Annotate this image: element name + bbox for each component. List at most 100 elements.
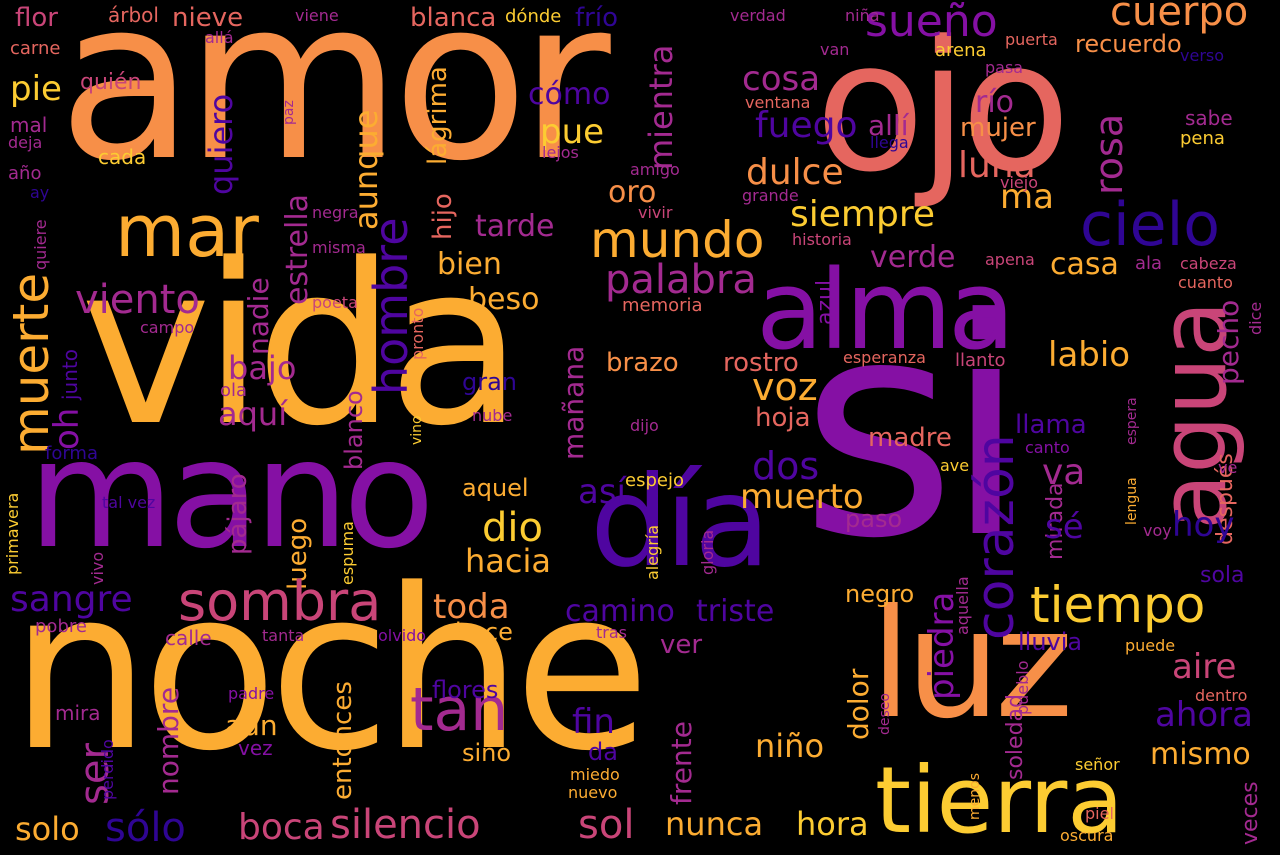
word-corazon: corazón <box>966 434 1026 640</box>
word-cielo: cielo <box>1080 190 1220 260</box>
word-memoria: memoria <box>622 295 703 316</box>
word-ojo: ojo <box>815 3 1071 212</box>
word-primavera: primavera <box>3 492 22 575</box>
word-sangre: sangre <box>10 579 133 620</box>
word-hora: hora <box>796 805 869 843</box>
word-arbol: árbol <box>108 3 159 27</box>
word-veces: veces <box>1238 781 1263 845</box>
word-espejo: espejo <box>625 470 684 491</box>
word-alli: allí <box>868 109 909 142</box>
word-beso: beso <box>468 282 540 317</box>
word-tiempo: tiempo <box>1030 576 1206 634</box>
word-frio: frío <box>575 3 618 33</box>
word-rostro: rostro <box>723 348 799 378</box>
word-ventana: ventana <box>745 93 811 112</box>
word-espera: espera <box>1124 397 1140 445</box>
word-ano: año <box>8 163 42 184</box>
word-si: si <box>800 255 1028 604</box>
word-brazo: brazo <box>606 348 679 378</box>
word-esperanza: esperanza <box>843 348 926 367</box>
word-aire: aire <box>1172 647 1237 687</box>
word-ola: ola <box>220 380 248 401</box>
word-dentro: dentro <box>1195 686 1248 705</box>
word-gloria: gloria <box>698 529 717 575</box>
word-vivo: vivo <box>88 551 107 585</box>
word-deseo: deseo <box>877 693 893 735</box>
word-cabeza: cabeza <box>1180 254 1237 273</box>
word-manana: mañana <box>557 345 590 460</box>
word-menos: menos <box>967 773 983 820</box>
word-arena: arena <box>935 40 987 61</box>
word-bajo: bajo <box>228 349 297 387</box>
word-bien: bien <box>437 247 502 282</box>
word-poeta: poeta <box>312 293 358 312</box>
word-perdido: perdido <box>98 739 117 800</box>
word-tanta: tanta <box>262 626 305 645</box>
word-ahora: ahora <box>1155 695 1253 735</box>
word-puerta: puerta <box>1005 30 1058 49</box>
word-cuanto: cuanto <box>1178 273 1233 292</box>
word-dulce: dulce <box>746 152 844 193</box>
word-ay: ay <box>30 183 50 202</box>
word-sabe: sabe <box>1185 106 1233 130</box>
word-junto: junto <box>58 349 82 400</box>
word-hoja: hoja <box>755 403 811 433</box>
word-nino: niño <box>755 727 825 765</box>
word-rosa: rosa <box>1087 113 1131 195</box>
word-negra: negra <box>312 203 359 222</box>
word-ma: ma <box>1000 177 1054 217</box>
word-pueblo: pueblo <box>1013 660 1032 715</box>
word-nombre: nombre <box>152 686 185 795</box>
word-cosa: cosa <box>742 59 821 99</box>
word-campo: campo <box>140 318 195 337</box>
word-tras: tras <box>596 623 627 642</box>
word-llanto: llanto <box>955 350 1006 371</box>
word-noche: noche <box>10 542 650 800</box>
word-pena: pena <box>1180 128 1225 149</box>
word-flores: flores <box>432 676 499 704</box>
word-forma: forma <box>45 443 98 464</box>
word-verso: verso <box>1180 46 1225 65</box>
word-boca: boca <box>238 807 325 848</box>
word-verdad: verdad <box>730 6 786 25</box>
word-quiere: quiere <box>31 219 50 270</box>
word-aun: aún <box>225 709 278 742</box>
word-hijo: hijo <box>428 193 458 240</box>
word-amigo: amigo <box>630 160 680 179</box>
word-paso: paso <box>845 505 903 533</box>
word-dolor: dolor <box>842 668 875 740</box>
word-puede: puede <box>1125 636 1176 655</box>
word-tan: tan <box>410 675 509 745</box>
word-lejos: lejos <box>542 143 579 162</box>
word-llega: llega <box>870 133 909 152</box>
word-deja: deja <box>8 133 43 152</box>
word-alma: alma <box>756 246 1015 374</box>
word-viento: viento <box>75 277 200 323</box>
word-vino: vino <box>409 415 425 445</box>
word-camino: camino <box>565 594 675 629</box>
word-van: van <box>820 40 850 59</box>
word-mal: mal <box>10 113 48 137</box>
word-solo2: sólo <box>105 805 186 851</box>
word-talvez: tal vez <box>102 493 156 512</box>
word-pasa: pasa <box>985 58 1024 77</box>
word-dice: dice <box>1246 301 1265 335</box>
word-donde: dónde <box>505 6 562 27</box>
word-lluvia: lluvia <box>1018 628 1083 656</box>
word-oro: oro <box>608 175 657 210</box>
word-olvido: olvido <box>378 626 427 645</box>
word-entonces: entonces <box>328 681 358 800</box>
word-tal: tal <box>578 676 599 695</box>
word-sola: sola <box>1200 563 1245 588</box>
word-sombra: sombra <box>178 570 382 633</box>
word-nube: nube <box>472 406 513 425</box>
word-ve: ve <box>1218 458 1238 477</box>
word-flor: flor <box>15 3 58 33</box>
word-pronto: pronto <box>408 307 427 360</box>
word-nadie: nadie <box>242 277 275 355</box>
word-madre: madre <box>868 423 952 453</box>
word-sol: sol <box>578 802 635 848</box>
word-muerto: muerto <box>740 477 864 517</box>
word-se: sé <box>1045 507 1084 547</box>
word-sino: sino <box>462 739 512 767</box>
